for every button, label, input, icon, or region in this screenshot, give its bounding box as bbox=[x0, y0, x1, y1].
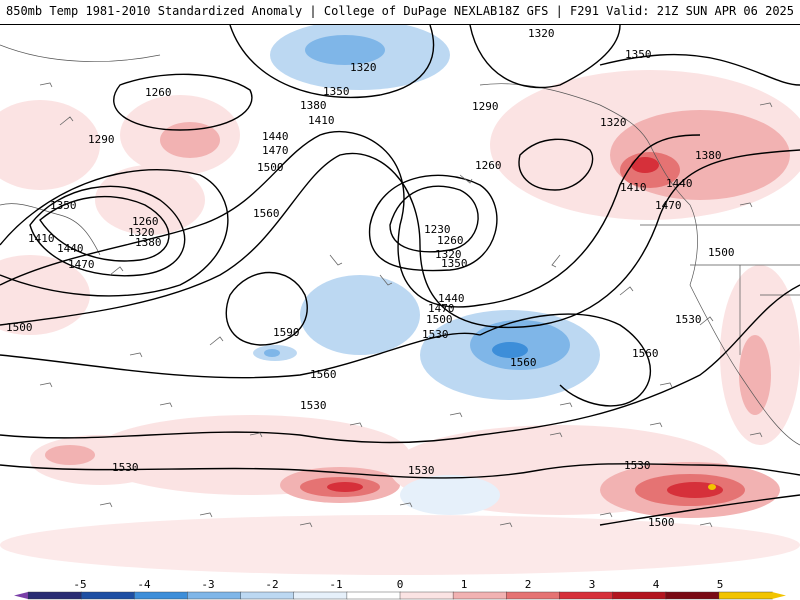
colorbar-tick-label: -3 bbox=[201, 578, 214, 591]
map-title: 850mb Temp 1981-2010 Standardized Anomal… bbox=[6, 4, 498, 18]
colorbar-swatch bbox=[80, 591, 135, 600]
contour-label: 1440 bbox=[438, 292, 465, 305]
run-valid-time: 18Z GFS | F291 Valid: 21Z SUN APR 06 202… bbox=[497, 4, 794, 18]
contour-label: 1260 bbox=[132, 215, 159, 228]
contour-label: 1350 bbox=[441, 257, 468, 270]
contour-label: 1470 bbox=[428, 302, 455, 315]
height-contours bbox=[0, 25, 800, 526]
colorbar-swatches bbox=[14, 591, 786, 600]
colorbar-swatch bbox=[293, 591, 348, 600]
contour-label: 1530 bbox=[112, 461, 139, 474]
contour-label: 1290 bbox=[88, 133, 115, 146]
contour-label: 1410 bbox=[620, 181, 647, 194]
colorbar-tick-label: 4 bbox=[653, 578, 660, 591]
colorbar-tick-label: -4 bbox=[137, 578, 151, 591]
contour-label: 1500 bbox=[708, 246, 735, 259]
contour-label: 1560 bbox=[510, 356, 537, 369]
contour-label: 1470 bbox=[68, 258, 95, 271]
contour-label: 1500 bbox=[6, 321, 33, 334]
contour-label: 1560 bbox=[253, 207, 280, 220]
colorbar-tick-label: -1 bbox=[329, 578, 342, 591]
contour-label: 1410 bbox=[28, 232, 55, 245]
colorbar-swatch bbox=[612, 591, 667, 600]
contour-label: 1320 bbox=[435, 248, 462, 261]
colorbar-swatch bbox=[559, 591, 614, 600]
colorbar-swatch bbox=[718, 591, 773, 600]
contour-label: 1410 bbox=[308, 114, 335, 127]
contour-label: 1560 bbox=[632, 347, 659, 360]
contour-label: 1530 bbox=[408, 464, 435, 477]
contour-label: 1440 bbox=[57, 242, 84, 255]
contour-label: 1350 bbox=[50, 199, 77, 212]
contour-label: 1470 bbox=[262, 144, 289, 157]
colorbar-tick-label: 0 bbox=[397, 578, 404, 591]
colorbar-tick-label: -2 bbox=[265, 578, 278, 591]
geopolitical-boundaries bbox=[0, 44, 800, 446]
contour-label: 1320 bbox=[600, 116, 627, 129]
colorbar-tick-label: -5 bbox=[73, 578, 86, 591]
contour-label: 1230 bbox=[424, 223, 451, 236]
colorbar-ticks: -5 -4 -3 -2 -1 0 1 2 3 4 5 bbox=[73, 578, 723, 591]
colorbar-max-arrow bbox=[772, 592, 786, 599]
contour-label: 1350 bbox=[625, 48, 652, 61]
colorbar-swatch bbox=[506, 591, 561, 600]
contour-label: 1260 bbox=[437, 234, 464, 247]
contour-label: 1530 bbox=[422, 328, 449, 341]
contour-label: 1350 bbox=[323, 85, 350, 98]
contour-label: 1500 bbox=[426, 313, 453, 326]
contour-label: 1440 bbox=[262, 130, 289, 143]
colorbar-swatch bbox=[346, 591, 401, 600]
colorbar-tick-label: 3 bbox=[589, 578, 596, 591]
colorbar-swatch bbox=[665, 591, 720, 600]
anomaly-map: 1320 1350 1320 1260 1350 1290 1380 1320 … bbox=[0, 25, 800, 575]
contour-label: 1500 bbox=[257, 161, 284, 174]
title-bar: 850mb Temp 1981-2010 Standardized Anomal… bbox=[0, 0, 800, 25]
contour-label: 1260 bbox=[475, 159, 502, 172]
contour-label: 1320 bbox=[528, 27, 555, 40]
contour-label: 1560 bbox=[310, 368, 337, 381]
contour-label: 1530 bbox=[300, 399, 327, 412]
colorbar-swatch bbox=[240, 591, 295, 600]
colorbar-swatch bbox=[134, 591, 189, 600]
colorbar-tick-label: 1 bbox=[461, 578, 468, 591]
colorbar-swatch bbox=[399, 591, 454, 600]
contour-label: 1530 bbox=[675, 313, 702, 326]
contour-label: 1380 bbox=[135, 236, 162, 249]
colorbar-min-arrow bbox=[14, 592, 28, 599]
contour-label: 1290 bbox=[472, 100, 499, 113]
colorbar-tick-label: 5 bbox=[717, 578, 724, 591]
colorbar-swatch bbox=[452, 591, 507, 600]
colorbar-swatch bbox=[187, 591, 242, 600]
contour-label: 1470 bbox=[655, 199, 682, 212]
contour-label: 1320 bbox=[128, 226, 155, 239]
colorbar-tick-label: 2 bbox=[525, 578, 532, 591]
contour-label: 1500 bbox=[648, 516, 675, 529]
contour-label: 1380 bbox=[300, 99, 327, 112]
contour-labels: 1320 1350 1320 1260 1350 1290 1380 1320 … bbox=[6, 27, 735, 529]
colorbar-swatch bbox=[27, 591, 82, 600]
anomaly-shading bbox=[0, 25, 800, 575]
contour-label: 1530 bbox=[624, 459, 651, 472]
contour-label: 1440 bbox=[666, 177, 693, 190]
anomaly-colorbar: -5 -4 -3 -2 -1 0 1 2 3 4 5 bbox=[14, 578, 786, 600]
contour-label: 1380 bbox=[695, 149, 722, 162]
contour-label: 1320 bbox=[350, 61, 377, 74]
contour-label: 1260 bbox=[145, 86, 172, 99]
wind-barbs bbox=[39, 82, 773, 528]
contour-label: 1590 bbox=[273, 326, 300, 339]
